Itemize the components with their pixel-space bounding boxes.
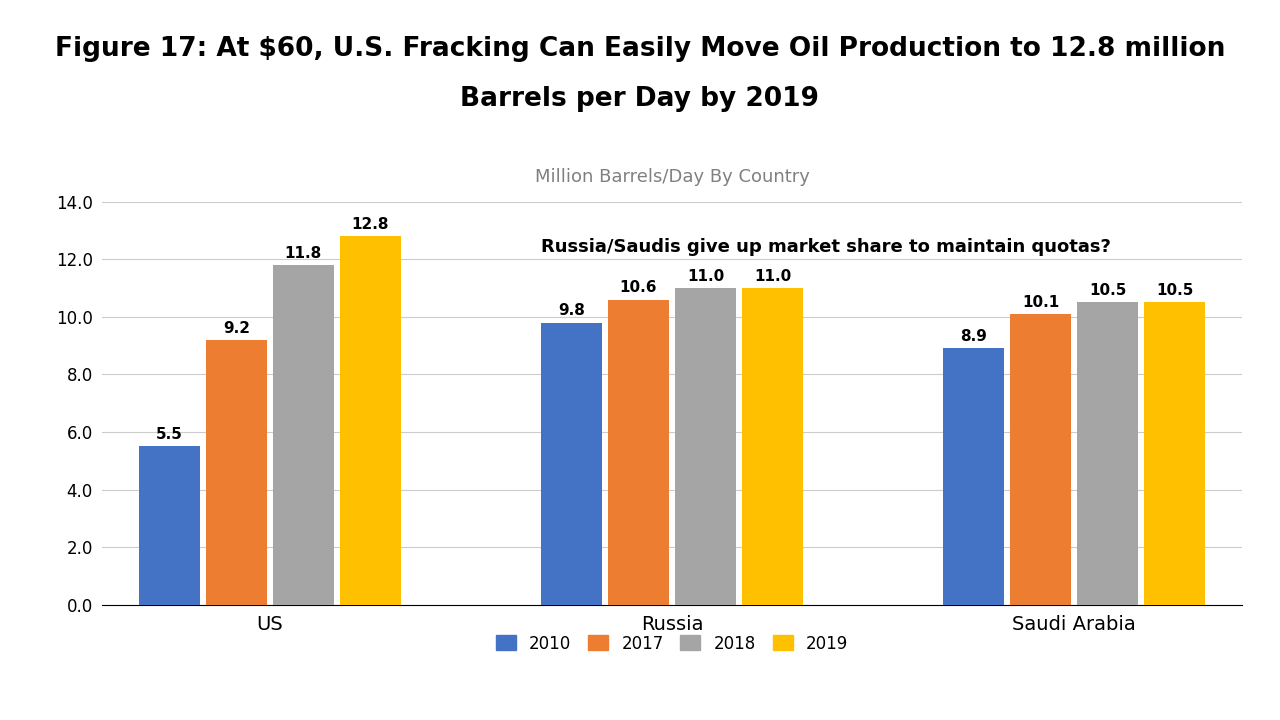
Legend: 2010, 2017, 2018, 2019: 2010, 2017, 2018, 2019	[488, 626, 856, 661]
Bar	[206, 340, 268, 605]
Bar	[540, 323, 603, 605]
Text: 10.1: 10.1	[1021, 294, 1059, 310]
Bar	[608, 300, 669, 605]
Text: 10.5: 10.5	[1089, 283, 1126, 298]
Text: Barrels per Day by 2019: Barrels per Day by 2019	[461, 86, 819, 112]
Text: 11.0: 11.0	[687, 269, 724, 284]
Text: 5.5: 5.5	[156, 427, 183, 442]
Bar	[1144, 302, 1206, 605]
Text: 8.9: 8.9	[960, 329, 987, 344]
Text: 11.8: 11.8	[285, 246, 323, 261]
Text: Figure 17: At $60, U.S. Fracking Can Easily Move Oil Production to 12.8 million: Figure 17: At $60, U.S. Fracking Can Eas…	[55, 36, 1225, 62]
Bar	[273, 265, 334, 605]
Bar	[741, 288, 804, 605]
Bar	[1076, 302, 1138, 605]
Bar	[943, 348, 1005, 605]
Text: 9.2: 9.2	[223, 320, 250, 336]
Text: 12.8: 12.8	[352, 217, 389, 232]
Bar	[339, 236, 401, 605]
Bar	[1010, 314, 1071, 605]
Bar	[675, 288, 736, 605]
Text: Russia/Saudis give up market share to maintain quotas?: Russia/Saudis give up market share to ma…	[541, 238, 1111, 256]
Text: 11.0: 11.0	[754, 269, 791, 284]
Title: Million Barrels/Day By Country: Million Barrels/Day By Country	[535, 168, 809, 186]
Bar	[138, 446, 200, 605]
Text: 10.5: 10.5	[1156, 283, 1193, 298]
Text: 9.8: 9.8	[558, 303, 585, 318]
Text: 10.6: 10.6	[620, 280, 657, 295]
